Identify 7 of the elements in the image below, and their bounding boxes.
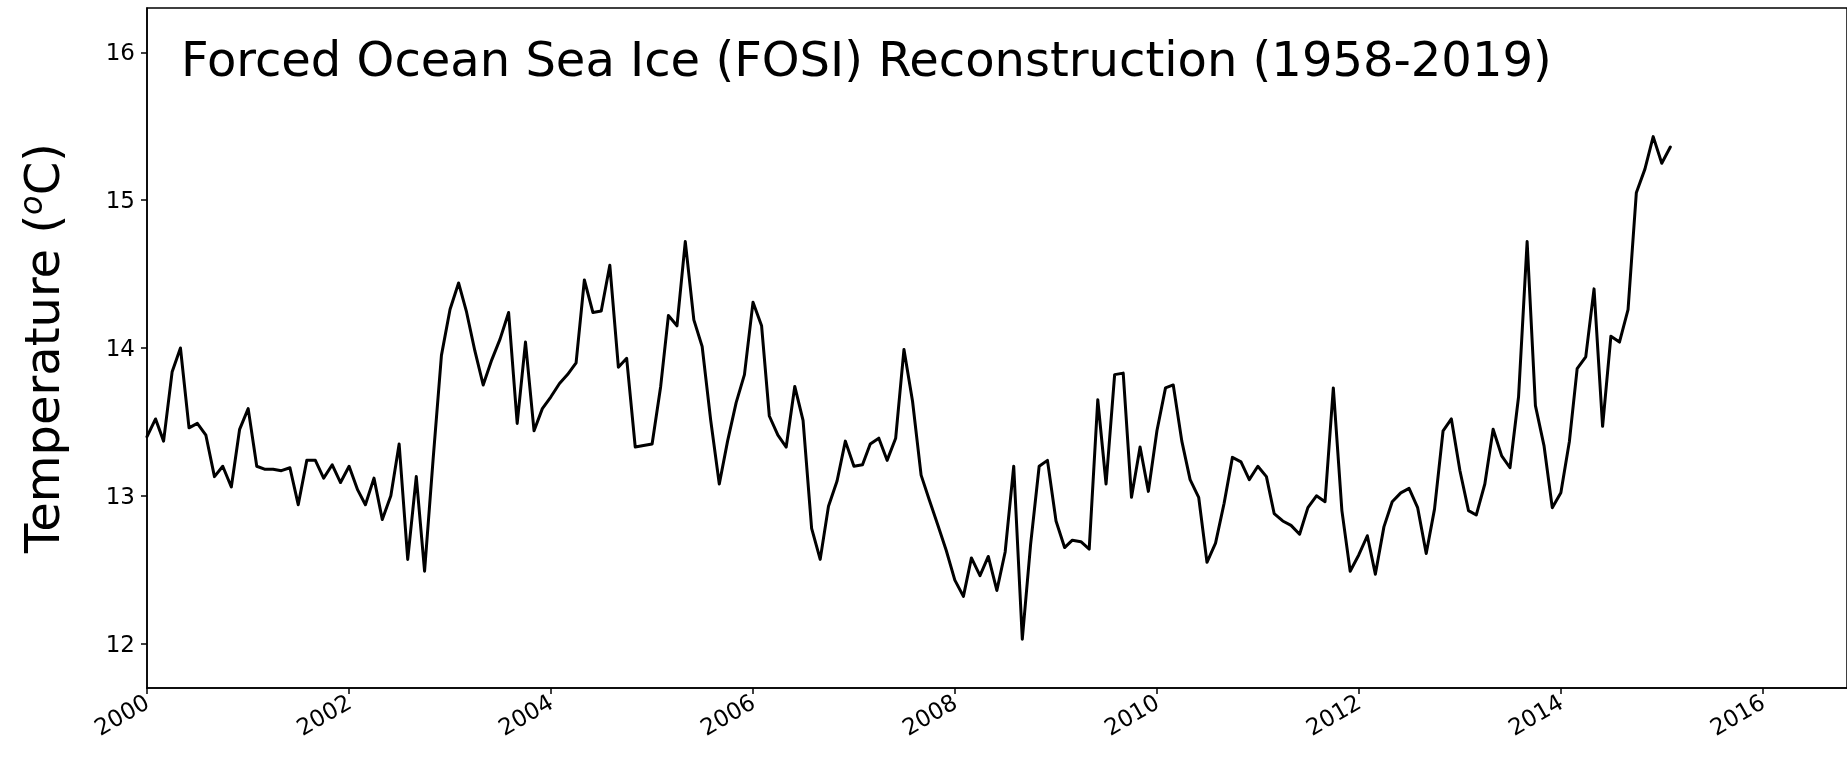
y-tick-label: 13 (105, 482, 135, 509)
y-tick-label: 14 (105, 335, 135, 361)
y-tick-label: 12 (105, 630, 135, 657)
y-tick-label: 16 (105, 39, 135, 66)
y-tick-label: 15 (105, 187, 135, 214)
text: Forced Ocean Sea Ice (FOSI) Reconstruction (1958-2019) (181, 31, 1552, 87)
y-axis-title: Temperature (oC) (12, 143, 70, 554)
